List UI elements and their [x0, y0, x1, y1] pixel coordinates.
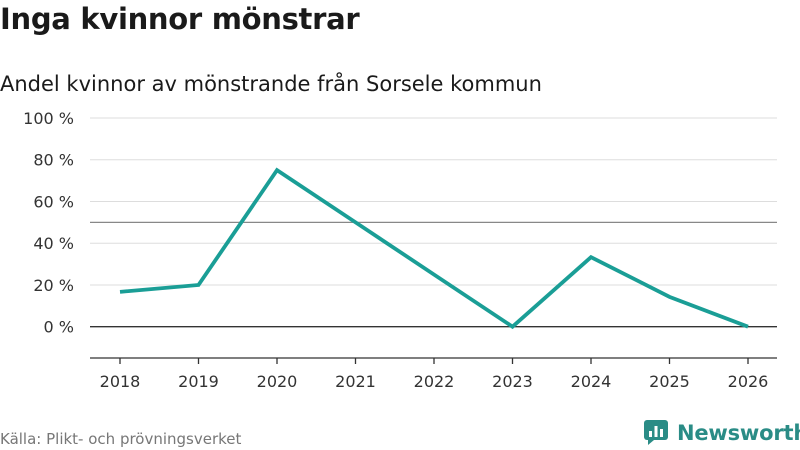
x-tick-label: 2023	[492, 372, 533, 391]
x-tick-label: 2022	[414, 372, 455, 391]
y-tick-label: 20 %	[33, 276, 74, 295]
x-tick-label: 2018	[100, 372, 141, 391]
y-tick-label: 60 %	[33, 192, 74, 211]
y-tick-label: 100 %	[23, 109, 74, 128]
chart-title: Inga kvinnor mönstrar	[0, 2, 360, 36]
newsworthy-logo: Newsworthy	[644, 420, 800, 446]
brand-name: Newsworthy	[677, 421, 800, 445]
source-note: Källa: Plikt- och prövningsverket	[0, 430, 242, 448]
y-tick-label: 0 %	[44, 318, 74, 337]
chart-subtitle: Andel kvinnor av mönstrande från Sorsele…	[0, 72, 542, 96]
x-tick-label: 2025	[649, 372, 690, 391]
series-line	[119, 167, 749, 330]
x-tick-label: 2021	[335, 372, 376, 391]
y-tick-label: 40 %	[33, 234, 74, 253]
x-tick-label: 2019	[178, 372, 219, 391]
x-tick-label: 2020	[257, 372, 298, 391]
y-tick-label: 80 %	[33, 151, 74, 170]
x-tick-label: 2026	[728, 372, 769, 391]
newsworthy-logo-icon	[644, 420, 668, 445]
x-tick-label: 2024	[571, 372, 612, 391]
